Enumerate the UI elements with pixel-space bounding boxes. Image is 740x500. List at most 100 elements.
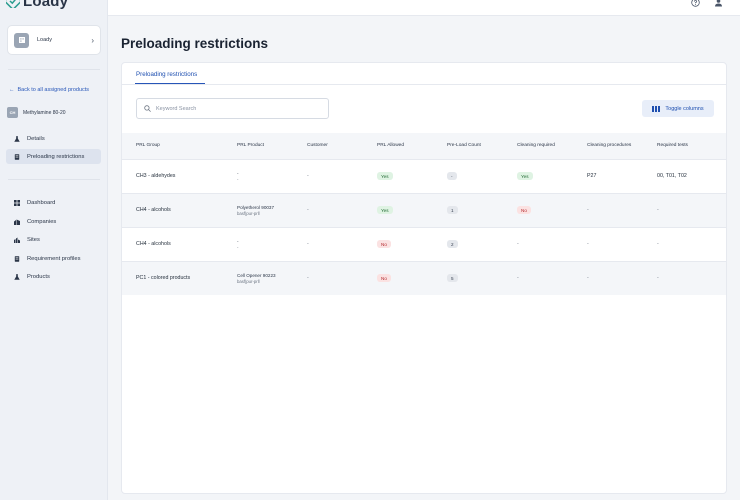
- column-header[interactable]: PRL Group: [136, 143, 160, 149]
- sidebar-item-dashboard[interactable]: Dashboard: [6, 195, 101, 210]
- prl-product-source: -: [237, 176, 239, 182]
- prl-product-name: -: [237, 170, 239, 176]
- pre-load-count-cell: 1: [433, 193, 503, 227]
- toggle-columns-label: Toggle columns: [665, 105, 704, 112]
- column-header[interactable]: Pre-Load Count: [447, 143, 481, 149]
- prl-product-cell: - -: [223, 227, 293, 261]
- prl-allowed-cell: Yes: [363, 159, 433, 193]
- count-badge: -: [447, 172, 457, 180]
- count-badge: 1: [447, 206, 458, 214]
- cleaning-required-cell: -: [517, 275, 519, 282]
- status-badge: Yes: [517, 172, 533, 180]
- status-badge: No: [377, 240, 391, 248]
- prl-allowed-cell: Yes: [363, 193, 433, 227]
- sidebar-item-label: Sites: [27, 236, 40, 243]
- sites-icon: [14, 237, 20, 243]
- required-tests-cell: -: [657, 241, 659, 247]
- customer-cell: -: [307, 207, 309, 213]
- sidebar-item-details[interactable]: Details: [6, 131, 101, 146]
- prl-group-cell: CH4 - alcohols: [136, 207, 171, 213]
- logo-icon: [6, 0, 20, 8]
- sidebar-item-label: Products: [27, 273, 50, 280]
- prl-allowed-cell: No: [363, 227, 433, 261]
- cleaning-required-cell: Yes: [503, 159, 573, 193]
- pre-load-count-cell: 2: [433, 227, 503, 261]
- search-input[interactable]: [156, 105, 316, 112]
- toggle-columns-button[interactable]: Toggle columns: [642, 100, 714, 117]
- cleaning-procedures-cell: -: [587, 275, 589, 282]
- table-row[interactable]: CH4 - alcohols - - - No 2 - - -: [122, 227, 726, 261]
- prl-product-source: basf|pur-prll: [237, 210, 260, 216]
- chevron-right-icon: ›: [91, 35, 94, 45]
- prl-product-cell: - -: [223, 159, 293, 193]
- app-logo[interactable]: Loady: [6, 0, 68, 10]
- prl-product-cell: Cell Opener 90223 basf|pur-prll: [223, 261, 293, 295]
- cleaning-procedures-cell: -: [587, 241, 589, 247]
- status-badge: No: [377, 274, 391, 283]
- sidebar-item-requirement-profiles[interactable]: Requirement profiles: [6, 251, 101, 266]
- page-title: Preloading restrictions: [121, 36, 269, 51]
- column-header[interactable]: PRL Product: [237, 143, 265, 149]
- sidebar-divider: [8, 179, 100, 180]
- document-icon: [14, 255, 20, 262]
- status-badge: Yes: [377, 206, 393, 214]
- required-tests-cell: 00, T01, T02: [657, 173, 687, 179]
- column-header[interactable]: Customer: [307, 143, 328, 149]
- back-link-label: Back to all assigned products: [17, 87, 90, 93]
- prl-allowed-cell: No: [363, 261, 433, 295]
- prl-product-cell: Polyetherol 90037 basf|pur-prll: [223, 193, 293, 227]
- current-product: CH Methylamine 80-20: [7, 107, 66, 118]
- org-name: Loady: [37, 37, 52, 43]
- cleaning-procedures-cell: -: [587, 207, 589, 213]
- dashboard-icon: [14, 199, 20, 206]
- table-row[interactable]: PC1 - colored products Cell Opener 90223…: [122, 261, 726, 295]
- user-icon[interactable]: [714, 0, 723, 7]
- tab-divider: [122, 84, 726, 85]
- table-header-row: PRL Group PRL Product Customer PRL Allow…: [122, 133, 726, 159]
- sidebar-item-companies[interactable]: Companies: [6, 214, 101, 229]
- pre-load-count-cell: -: [433, 159, 503, 193]
- org-building-icon: [14, 32, 29, 48]
- required-tests-cell: -: [657, 275, 659, 282]
- product-name: Methylamine 80-20: [23, 109, 66, 116]
- cleaning-required-cell: No: [503, 193, 573, 227]
- companies-icon: [14, 219, 20, 225]
- cleaning-procedures-cell: P27: [587, 173, 597, 179]
- sidebar-item-products[interactable]: Products: [6, 269, 101, 284]
- pre-load-count-cell: 5: [433, 261, 503, 295]
- sidebar: Loady Loady › ← Back to all assigned pro…: [0, 0, 108, 500]
- sidebar-item-label: Companies: [27, 218, 57, 225]
- tab-preloading-restrictions[interactable]: Preloading restrictions: [136, 71, 198, 78]
- customer-cell: -: [307, 275, 309, 282]
- sidebar-item-label: Preloading restrictions: [27, 153, 85, 160]
- required-tests-cell: -: [657, 207, 659, 213]
- product-avatar: CH: [7, 107, 18, 118]
- prl-product-name: Cell Opener 90223: [237, 272, 276, 278]
- status-badge: Yes: [377, 172, 393, 180]
- column-header[interactable]: Cleaning required: [517, 143, 555, 149]
- sidebar-item-preloading-restrictions[interactable]: Preloading restrictions: [6, 149, 101, 164]
- search-icon: [144, 105, 151, 112]
- flask-icon: [14, 135, 20, 142]
- sidebar-item-sites[interactable]: Sites: [6, 232, 101, 247]
- table-row[interactable]: CH3 - aldehydes - - - Yes - Yes P27 00, …: [122, 159, 726, 193]
- column-header[interactable]: Cleaning procedures: [587, 143, 632, 149]
- customer-cell: -: [307, 173, 309, 179]
- restrictions-table: PRL Group PRL Product Customer PRL Allow…: [122, 133, 726, 295]
- org-switcher[interactable]: Loady ›: [7, 25, 101, 55]
- search-box[interactable]: [136, 98, 329, 119]
- prl-product-source: -: [237, 244, 239, 250]
- columns-icon: [652, 105, 661, 112]
- table-row[interactable]: CH4 - alcohols Polyetherol 90037 basf|pu…: [122, 193, 726, 227]
- prl-product-name: -: [237, 238, 239, 244]
- sidebar-divider: [8, 69, 100, 70]
- help-icon[interactable]: [691, 0, 700, 7]
- sidebar-item-label: Details: [27, 135, 45, 142]
- column-header[interactable]: Required tests: [657, 143, 688, 149]
- restrictions-card: Preloading restrictions Toggle columns P…: [121, 62, 727, 494]
- prl-product-name: Polyetherol 90037: [237, 204, 275, 210]
- prl-group-cell: PC1 - colored products: [136, 275, 191, 282]
- document-icon: [14, 153, 20, 160]
- column-header[interactable]: PRL Allowed: [377, 143, 405, 149]
- back-to-products-link[interactable]: ← Back to all assigned products: [9, 87, 89, 93]
